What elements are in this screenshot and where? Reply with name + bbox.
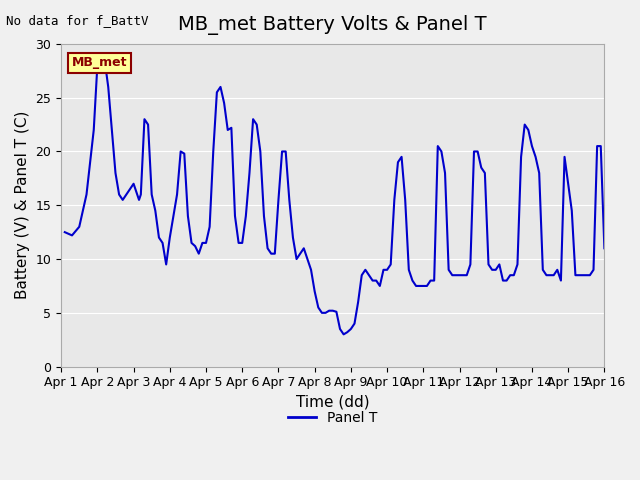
Text: MB_met: MB_met (72, 57, 127, 70)
Legend: Panel T: Panel T (283, 406, 383, 431)
X-axis label: Time (dd): Time (dd) (296, 395, 369, 410)
Title: MB_met Battery Volts & Panel T: MB_met Battery Volts & Panel T (179, 15, 487, 35)
Text: No data for f_BattV: No data for f_BattV (6, 14, 149, 27)
Y-axis label: Battery (V) & Panel T (C): Battery (V) & Panel T (C) (15, 111, 30, 300)
